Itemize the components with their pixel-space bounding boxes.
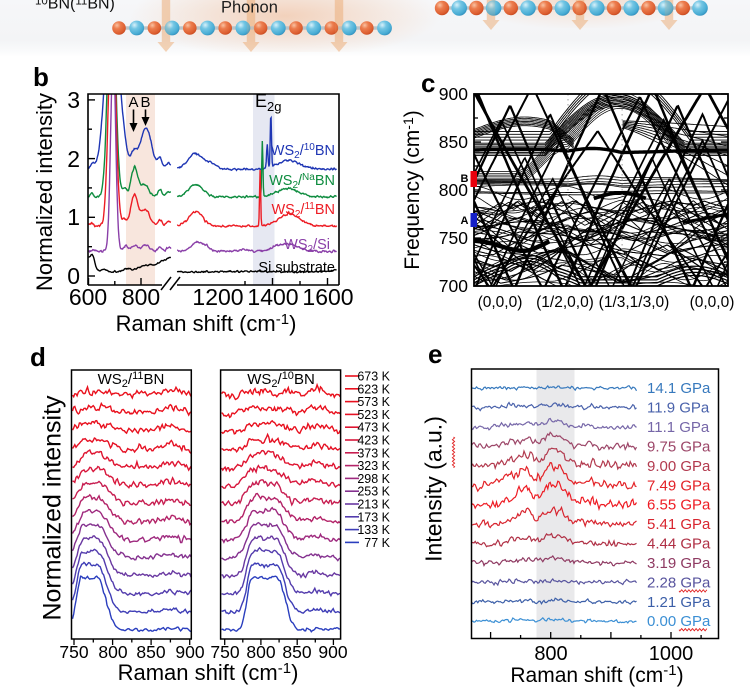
svg-text:850: 850 xyxy=(282,642,311,662)
svg-text:750: 750 xyxy=(439,228,468,248)
svg-text:2.28 GPa: 2.28 GPa xyxy=(647,574,711,591)
svg-text:(0,0,0): (0,0,0) xyxy=(690,294,735,311)
svg-text:WS2/10BN: WS2/10BN xyxy=(271,142,335,161)
svg-text:2: 2 xyxy=(67,146,80,172)
svg-text:Raman shift (cm-1): Raman shift (cm-1) xyxy=(116,311,297,336)
svg-text:B: B xyxy=(140,94,150,111)
svg-text:e: e xyxy=(428,339,442,369)
svg-text:d: d xyxy=(30,342,46,372)
svg-text:800: 800 xyxy=(98,642,127,662)
svg-text:1200: 1200 xyxy=(192,284,243,310)
svg-text:Raman shift (cm-1): Raman shift (cm-1) xyxy=(118,660,299,685)
svg-text:(0,0,0): (0,0,0) xyxy=(478,294,523,311)
svg-text:c: c xyxy=(421,68,435,98)
svg-text:WS2/Si: WS2/Si xyxy=(284,237,330,255)
svg-text:11.9 GPa: 11.9 GPa xyxy=(647,400,710,417)
svg-text:WS2/NaBN: WS2/NaBN xyxy=(269,172,335,191)
svg-text:Normalized intensity: Normalized intensity xyxy=(32,93,57,291)
svg-text:1000: 1000 xyxy=(649,643,694,665)
svg-text:A: A xyxy=(461,215,469,227)
svg-text:298 K: 298 K xyxy=(357,472,390,486)
svg-text:1600: 1600 xyxy=(302,284,353,310)
svg-text:b: b xyxy=(33,62,49,92)
svg-text:1.21 GPa: 1.21 GPa xyxy=(647,594,711,611)
svg-text:A: A xyxy=(128,94,138,111)
svg-text:10BN(11BN): 10BN(11BN) xyxy=(35,0,115,13)
svg-text:673 K: 673 K xyxy=(357,370,390,384)
svg-text:1: 1 xyxy=(67,204,80,230)
svg-text:253 K: 253 K xyxy=(357,485,390,499)
svg-text:0.00 GPa: 0.00 GPa xyxy=(647,613,711,630)
svg-text:3: 3 xyxy=(67,87,80,113)
svg-text:7.49 GPa: 7.49 GPa xyxy=(647,477,711,494)
svg-text:5.41 GPa: 5.41 GPa xyxy=(647,516,711,533)
svg-text:WS2/10BN: WS2/10BN xyxy=(247,370,315,390)
svg-text:900: 900 xyxy=(439,84,468,104)
svg-text:600: 600 xyxy=(69,284,107,310)
svg-text:0: 0 xyxy=(67,263,80,289)
svg-text:800: 800 xyxy=(439,180,468,200)
svg-text:9.75 GPa: 9.75 GPa xyxy=(647,439,711,456)
svg-text:B: B xyxy=(461,173,469,185)
svg-text:213 K: 213 K xyxy=(357,498,390,512)
svg-text:Si substrate: Si substrate xyxy=(258,260,335,276)
svg-text:700: 700 xyxy=(439,276,468,296)
svg-text:900: 900 xyxy=(175,642,204,662)
svg-text:11.1 GPa: 11.1 GPa xyxy=(647,419,710,436)
svg-text:9.00 GPa: 9.00 GPa xyxy=(647,458,711,475)
svg-text:523 K: 523 K xyxy=(357,408,390,422)
svg-text:800: 800 xyxy=(534,643,567,665)
svg-text:373 K: 373 K xyxy=(357,446,390,460)
svg-text:133 K: 133 K xyxy=(357,523,390,537)
svg-text:6.55 GPa: 6.55 GPa xyxy=(647,497,711,514)
svg-text:Frequency (cm-1): Frequency (cm-1) xyxy=(400,110,424,270)
svg-text:800: 800 xyxy=(246,642,275,662)
svg-text:850: 850 xyxy=(439,132,468,152)
svg-text:423 K: 423 K xyxy=(357,434,390,448)
svg-text:173 K: 173 K xyxy=(357,510,390,524)
svg-text:800: 800 xyxy=(122,284,160,310)
svg-text:3.19 GPa: 3.19 GPa xyxy=(647,555,711,572)
svg-text:Normalized intensity: Normalized intensity xyxy=(39,395,67,621)
svg-text:473 K: 473 K xyxy=(357,421,390,435)
svg-text:323 K: 323 K xyxy=(357,459,390,473)
svg-text:14.1 GPa: 14.1 GPa xyxy=(647,380,711,397)
svg-text:900: 900 xyxy=(318,642,347,662)
svg-text:Intensity (a.u.): Intensity (a.u.) xyxy=(421,416,447,562)
svg-text:Phonon: Phonon xyxy=(221,0,278,17)
svg-text:750: 750 xyxy=(210,642,239,662)
svg-text:WS2/11BN: WS2/11BN xyxy=(98,370,165,390)
svg-text:(1/3,1/3,0): (1/3,1/3,0) xyxy=(599,294,670,311)
svg-text:Raman shift (cm-1): Raman shift (cm-1) xyxy=(510,662,683,687)
svg-text:4.44 GPa: 4.44 GPa xyxy=(647,536,711,553)
svg-text:623 K: 623 K xyxy=(357,382,390,396)
svg-text:WS2/11BN: WS2/11BN xyxy=(272,201,336,220)
svg-text:573 K: 573 K xyxy=(357,395,390,409)
svg-text:1400: 1400 xyxy=(247,284,298,310)
svg-text:850: 850 xyxy=(136,642,165,662)
svg-text:750: 750 xyxy=(59,642,88,662)
svg-text:77 K: 77 K xyxy=(364,536,390,550)
svg-text:(1/2,0,0): (1/2,0,0) xyxy=(536,294,594,311)
